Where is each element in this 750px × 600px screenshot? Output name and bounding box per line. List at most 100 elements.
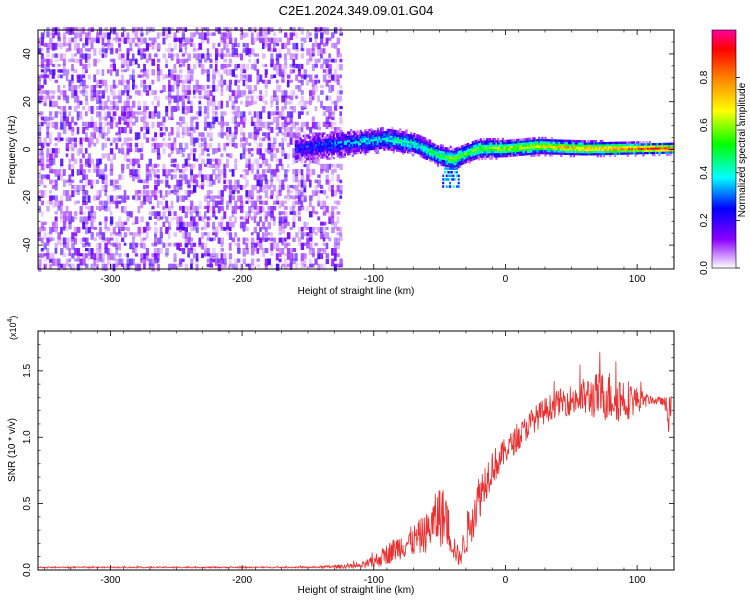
heatmap-cell [476,154,479,157]
heatmap-cell [311,48,316,56]
heatmap-cell [322,190,326,195]
heatmap-cell [237,190,240,194]
heatmap-cell [435,161,438,165]
heatmap-cell [497,152,500,156]
heatmap-cell [312,146,315,149]
heatmap-cell [62,190,67,196]
heatmap-cell [484,151,487,154]
heatmap-cell [195,79,199,86]
heatmap-cell [201,158,205,165]
heatmap-cell [184,79,188,84]
heatmap-cell [365,139,369,143]
heatmap-cell [413,137,416,140]
heatmap-cell [618,143,621,147]
heatmap-cell [206,69,210,76]
heatmap-cell [40,253,45,258]
heatmap-cell [173,174,177,179]
heatmap-cell [522,146,525,150]
heatmap-cell [242,142,246,149]
heatmap-cell [511,143,514,146]
heatmap-cell [62,63,66,72]
heatmap-cell [452,148,455,151]
heatmap-cell [343,151,346,154]
heatmap-cell [354,132,357,135]
heatmap-cell [582,142,585,145]
heatmap-cell [198,205,202,209]
heatmap-cell [416,151,419,154]
heatmap-cell [253,158,257,165]
heatmap-cell [408,147,411,150]
heatmap-cell [137,242,141,247]
heatmap-cell [516,138,519,142]
heatmap-cell [145,74,149,80]
heatmap-cell [118,226,121,234]
heatmap-cell [154,37,157,43]
heatmap-cell [209,237,214,242]
heatmap-cell [528,148,531,151]
heatmap-cell [73,53,77,57]
heatmap-cell [256,242,260,247]
heatmap-cell [462,155,465,158]
heatmap-cell [557,143,560,147]
heatmap-cell [659,145,662,148]
heatmap-cell [370,130,373,133]
heatmap-cell [651,149,655,152]
heatmap-cell [463,152,466,156]
heatmap-cell [278,63,282,71]
heatmap-cell [307,157,310,161]
heatmap-cell [137,163,141,169]
heatmap-cell [256,132,260,138]
heatmap-cell [151,111,155,119]
heatmap-cell [667,147,670,150]
heatmap-cell [508,152,511,155]
heatmap-cell [295,53,298,60]
heatmap-cell [259,226,262,232]
heatmap-cell [101,37,105,46]
heatmap-cell [403,150,406,153]
heatmap-cell [364,152,367,156]
heatmap-cell [104,200,108,209]
heatmap-cell [259,32,263,37]
heatmap-cell [140,179,143,184]
heatmap-cell [289,211,293,215]
heatmap-cell [345,142,348,145]
heatmap-cell [536,147,539,150]
heatmap-cell [107,253,111,260]
heatmap-cell [179,74,183,79]
heatmap-cell [318,150,321,153]
heatmap-cell [49,237,52,242]
heatmap-cell [201,85,205,91]
heatmap-cell [468,150,471,154]
heatmap-cell [206,200,210,208]
heatmap-cell [666,151,669,154]
heatmap-cell [435,157,438,160]
heatmap-cell [418,137,421,140]
heatmap-cell [320,200,324,209]
heatmap-cell [414,139,418,143]
heatmap-cell [101,179,105,184]
heatmap-cell [104,226,108,233]
heatmap-cell [148,37,152,41]
heatmap-cell [618,141,621,144]
heatmap-cell [300,263,304,269]
heatmap-cell [504,152,508,156]
heatmap-cell [541,143,544,146]
heatmap-cell [400,148,403,151]
heatmap-cell [46,69,50,73]
heatmap-cell [143,127,147,131]
heatmap-cell [270,242,274,251]
heatmap-cell [620,152,623,155]
heatmap-cell [397,149,400,152]
heatmap-cell [331,85,334,92]
heatmap-cell [190,132,193,138]
heatmap-cell [245,158,249,166]
heatmap-cell [305,140,308,144]
heatmap-cell [311,63,315,72]
heatmap-cell [176,179,180,187]
heatmap-cell [525,140,528,143]
heatmap-cell [416,142,419,146]
heatmap-cell [448,149,451,153]
heatmap-cell [329,148,332,152]
heatmap-cell [337,139,340,142]
heatmap-cell [54,226,58,233]
